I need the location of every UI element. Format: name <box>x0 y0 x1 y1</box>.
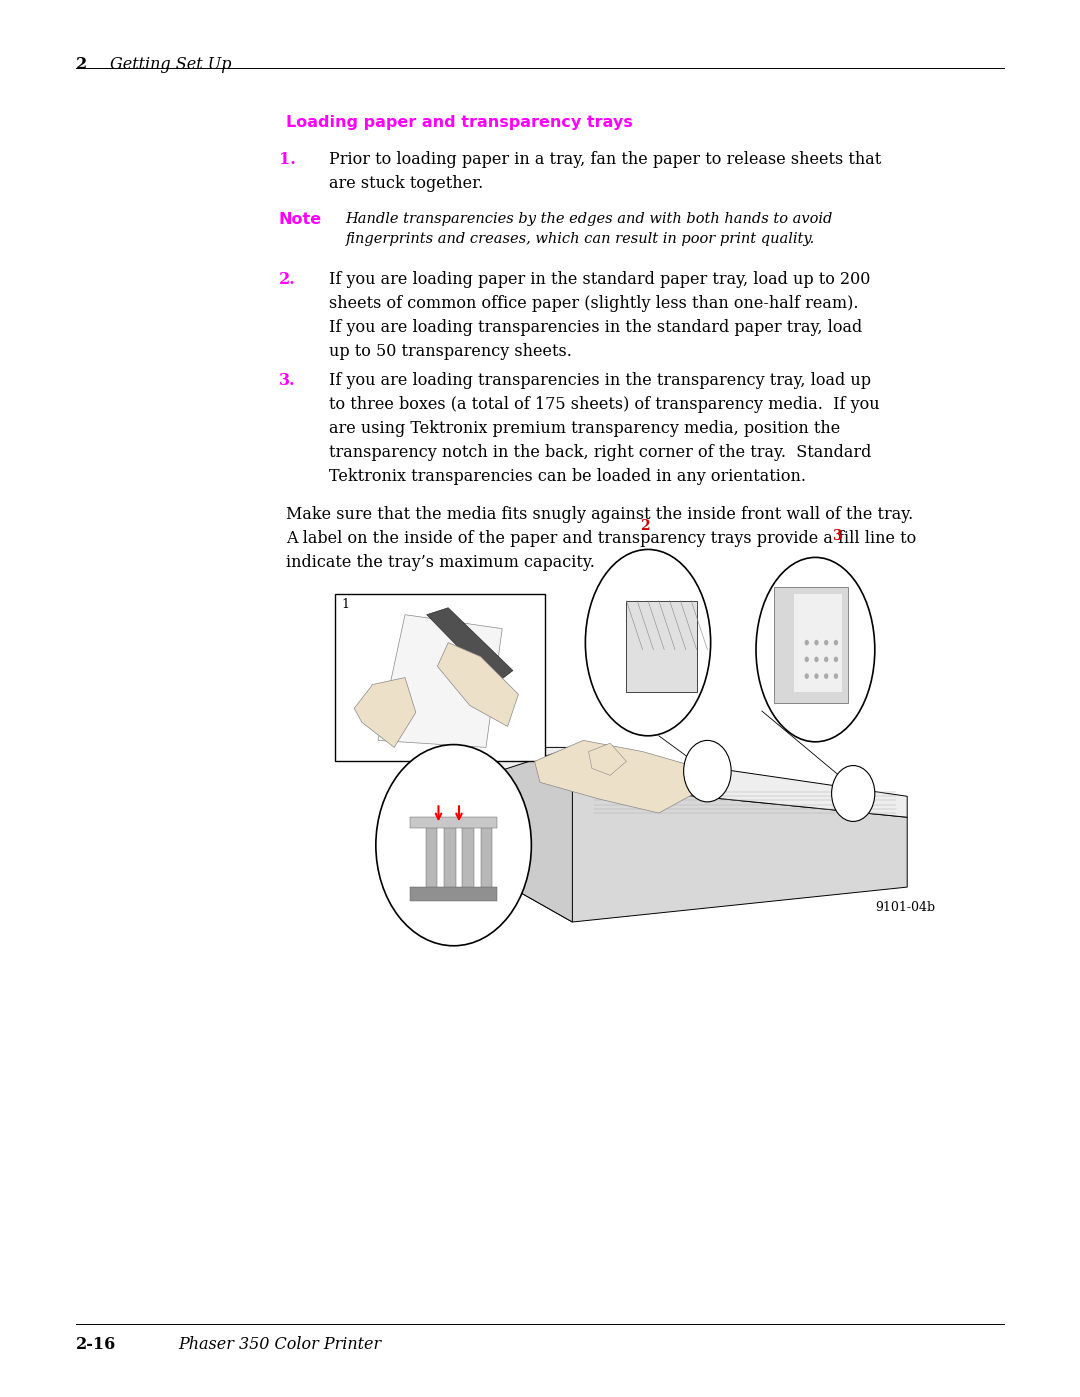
Polygon shape <box>774 587 848 703</box>
FancyBboxPatch shape <box>335 594 545 761</box>
Circle shape <box>834 673 838 679</box>
Text: Note: Note <box>279 212 322 228</box>
Text: 2: 2 <box>76 56 86 73</box>
Ellipse shape <box>585 549 711 736</box>
Text: 3.: 3. <box>279 372 295 388</box>
Text: 2: 2 <box>640 518 650 532</box>
Polygon shape <box>486 747 907 817</box>
Polygon shape <box>794 594 842 692</box>
Polygon shape <box>535 740 702 813</box>
FancyBboxPatch shape <box>444 824 456 894</box>
Circle shape <box>834 640 838 645</box>
Polygon shape <box>589 743 626 775</box>
Text: Prior to loading paper in a tray, fan the paper to release sheets that
are stuck: Prior to loading paper in a tray, fan th… <box>329 151 881 191</box>
Circle shape <box>814 640 819 645</box>
FancyBboxPatch shape <box>410 817 497 828</box>
FancyBboxPatch shape <box>426 824 437 894</box>
Ellipse shape <box>756 557 875 742</box>
Text: 1: 1 <box>341 598 349 610</box>
Circle shape <box>814 657 819 662</box>
Polygon shape <box>437 643 518 726</box>
Text: Handle transparencies by the edges and with both hands to avoid
fingerprints and: Handle transparencies by the edges and w… <box>346 212 833 246</box>
Polygon shape <box>354 678 416 747</box>
FancyBboxPatch shape <box>410 887 497 901</box>
Text: 2.: 2. <box>279 271 296 288</box>
Text: If you are loading transparencies in the transparency tray, load up
to three box: If you are loading transparencies in the… <box>329 372 880 485</box>
Polygon shape <box>378 615 502 747</box>
Circle shape <box>824 657 828 662</box>
Circle shape <box>832 766 875 821</box>
Circle shape <box>805 673 809 679</box>
Circle shape <box>834 657 838 662</box>
Polygon shape <box>486 775 907 922</box>
FancyBboxPatch shape <box>481 824 492 894</box>
Text: 3: 3 <box>832 529 841 543</box>
Text: Make sure that the media fits snugly against the inside front wall of the tray.
: Make sure that the media fits snugly aga… <box>286 506 917 571</box>
Circle shape <box>824 640 828 645</box>
Text: 9101-04b: 9101-04b <box>875 901 935 914</box>
Text: Phaser 350 Color Printer: Phaser 350 Color Printer <box>178 1336 381 1352</box>
Circle shape <box>824 673 828 679</box>
Text: Getting Set Up: Getting Set Up <box>110 56 232 73</box>
Circle shape <box>805 657 809 662</box>
Text: If you are loading paper in the standard paper tray, load up to 200
sheets of co: If you are loading paper in the standard… <box>329 271 870 360</box>
Text: Loading paper and transparency trays: Loading paper and transparency trays <box>286 115 633 130</box>
Text: 2-16: 2-16 <box>76 1336 116 1352</box>
FancyBboxPatch shape <box>462 824 474 894</box>
Polygon shape <box>427 608 513 685</box>
Ellipse shape <box>376 745 531 946</box>
Polygon shape <box>486 747 572 922</box>
Text: 1.: 1. <box>279 151 296 168</box>
Polygon shape <box>626 601 697 692</box>
Circle shape <box>814 673 819 679</box>
Circle shape <box>805 640 809 645</box>
Circle shape <box>684 740 731 802</box>
